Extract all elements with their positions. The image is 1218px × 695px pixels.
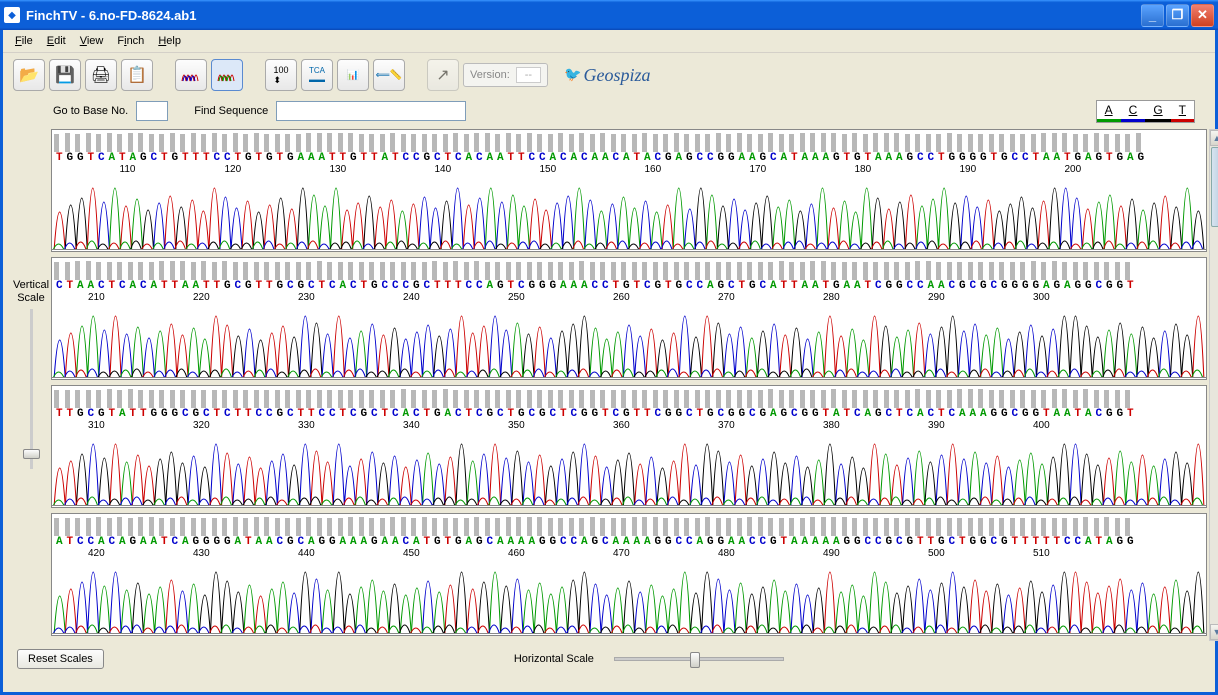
view-ruler-button[interactable]: ⟸📏 [373,59,405,91]
hslider-thumb[interactable] [690,652,700,668]
menu-help[interactable]: Help [152,33,187,49]
minimize-button[interactable]: _ [1141,4,1164,27]
app-icon: ◆ [4,7,20,23]
menu-file[interactable]: File [9,33,39,49]
view-tca-button[interactable]: TCA▬▬ [301,59,333,91]
goto-label: Go to Base No. [53,105,128,117]
chrom-raw-button[interactable] [175,59,207,91]
legend-T[interactable]: T [1171,101,1194,122]
chrom-panel-2[interactable]: TTGCGTATTGGGCGCTCTTCCGCTTCCTCGCTCACTGACT… [51,385,1207,508]
sequence-row: CTAACTCACATTAATTGCGTTGCGCTCACTGCCCGCTTTC… [52,280,1206,292]
maximize-button[interactable]: ❐ [1166,4,1189,27]
vscale-label: VerticalScale [13,279,49,305]
reset-scales-button[interactable]: Reset Scales [17,649,104,669]
close-button[interactable]: ✕ [1191,4,1214,27]
vertical-scrollbar[interactable]: ▲ ▼ [1209,129,1218,641]
vertical-slider[interactable] [30,309,33,469]
find-input[interactable] [276,101,466,121]
menu-edit[interactable]: Edit [41,33,72,49]
settings-button[interactable]: 📋 [121,59,153,91]
menu-finch[interactable]: Finch [111,33,150,49]
version-dropdown[interactable]: -- [516,67,541,83]
horizontal-slider[interactable] [614,657,784,661]
sequence-row: TTGCGTATTGGGCGCTCTTCCGCTTCCTCGCTCACTGACT… [52,408,1206,420]
quality-bars [52,130,1206,152]
logo-bird-icon: 🐦 [564,67,581,84]
menu-view[interactable]: View [74,33,110,49]
chromatogram [52,560,1206,634]
search-bar: Go to Base No. Find Sequence ACGT [3,97,1215,129]
chrom-panel-3[interactable]: ATCCACAGAATCAGGGGATAACGCAGGAAAGAACATGTGA… [51,513,1207,636]
position-row: 110120130140150160170180190200 [52,164,1206,176]
print-button[interactable]: 🖨 [85,59,117,91]
scroll-thumb[interactable] [1211,147,1218,227]
position-row: 210220230240250260270280290300 [52,292,1206,304]
chromatogram [52,176,1206,250]
goto-input[interactable] [136,101,168,121]
quality-bars [52,514,1206,536]
export-button[interactable]: ↗ [427,59,459,91]
sequence-row: ATCCACAGAATCAGGGGATAACGCAGGAAAGAACATGTGA… [52,536,1206,548]
chromatogram-panels: TGGTCATAGCTGTTTCCTGTGTGAAATTGTTATCCGCTCA… [51,129,1207,641]
position-row: 420430440450460470480490500510 [52,548,1206,560]
legend-A[interactable]: A [1097,101,1121,122]
vslider-thumb[interactable] [23,449,40,459]
scroll-down-button[interactable]: ▼ [1210,624,1218,640]
chrom-panel-0[interactable]: TGGTCATAGCTGTTTCCTGTGTGAAATTGTTATCCGCTCA… [51,129,1207,252]
chromatogram [52,432,1206,506]
view-stats-button[interactable]: 📊 [337,59,369,91]
position-row: 310320330340350360370380390400 [52,420,1206,432]
hscale-label: Horizontal Scale [514,653,594,665]
legend-G[interactable]: G [1145,101,1170,122]
legend-C[interactable]: C [1121,101,1146,122]
logo-text: Geospiza [584,65,651,86]
window-title: FinchTV - 6.no-FD-8624.ab1 [26,8,1141,23]
titlebar: ◆ FinchTV - 6.no-FD-8624.ab1 _ ❐ ✕ [0,0,1218,30]
version-selector: Version: -- [463,63,548,87]
version-label: Version: [470,69,510,81]
open-button[interactable]: 📂 [13,59,45,91]
quality-bars [52,258,1206,280]
scroll-up-button[interactable]: ▲ [1210,130,1218,146]
quality-bars [52,386,1206,408]
find-label: Find Sequence [194,105,268,117]
view-100-button[interactable]: 100⬍ [265,59,297,91]
chrom-processed-button[interactable] [211,59,243,91]
base-legend: ACGT [1096,100,1195,123]
toolbar: 📂 💾 🖨 📋 100⬍ TCA▬▬ 📊 ⟸📏 ↗ Version: -- 🐦 … [3,53,1215,97]
bottom-bar: Reset Scales Horizontal Scale [3,641,1215,677]
logo: 🐦 Geospiza [564,65,650,86]
vertical-scale: VerticalScale [11,129,51,641]
sequence-row: TGGTCATAGCTGTTTCCTGTGTGAAATTGTTATCCGCTCA… [52,152,1206,164]
save-button[interactable]: 💾 [49,59,81,91]
menubar: File Edit View Finch Help [3,30,1215,53]
chromatogram [52,304,1206,378]
chrom-panel-1[interactable]: CTAACTCACATTAATTGCGTTGCGCTCACTGCCCGCTTTC… [51,257,1207,380]
window-controls: _ ❐ ✕ [1141,4,1214,27]
